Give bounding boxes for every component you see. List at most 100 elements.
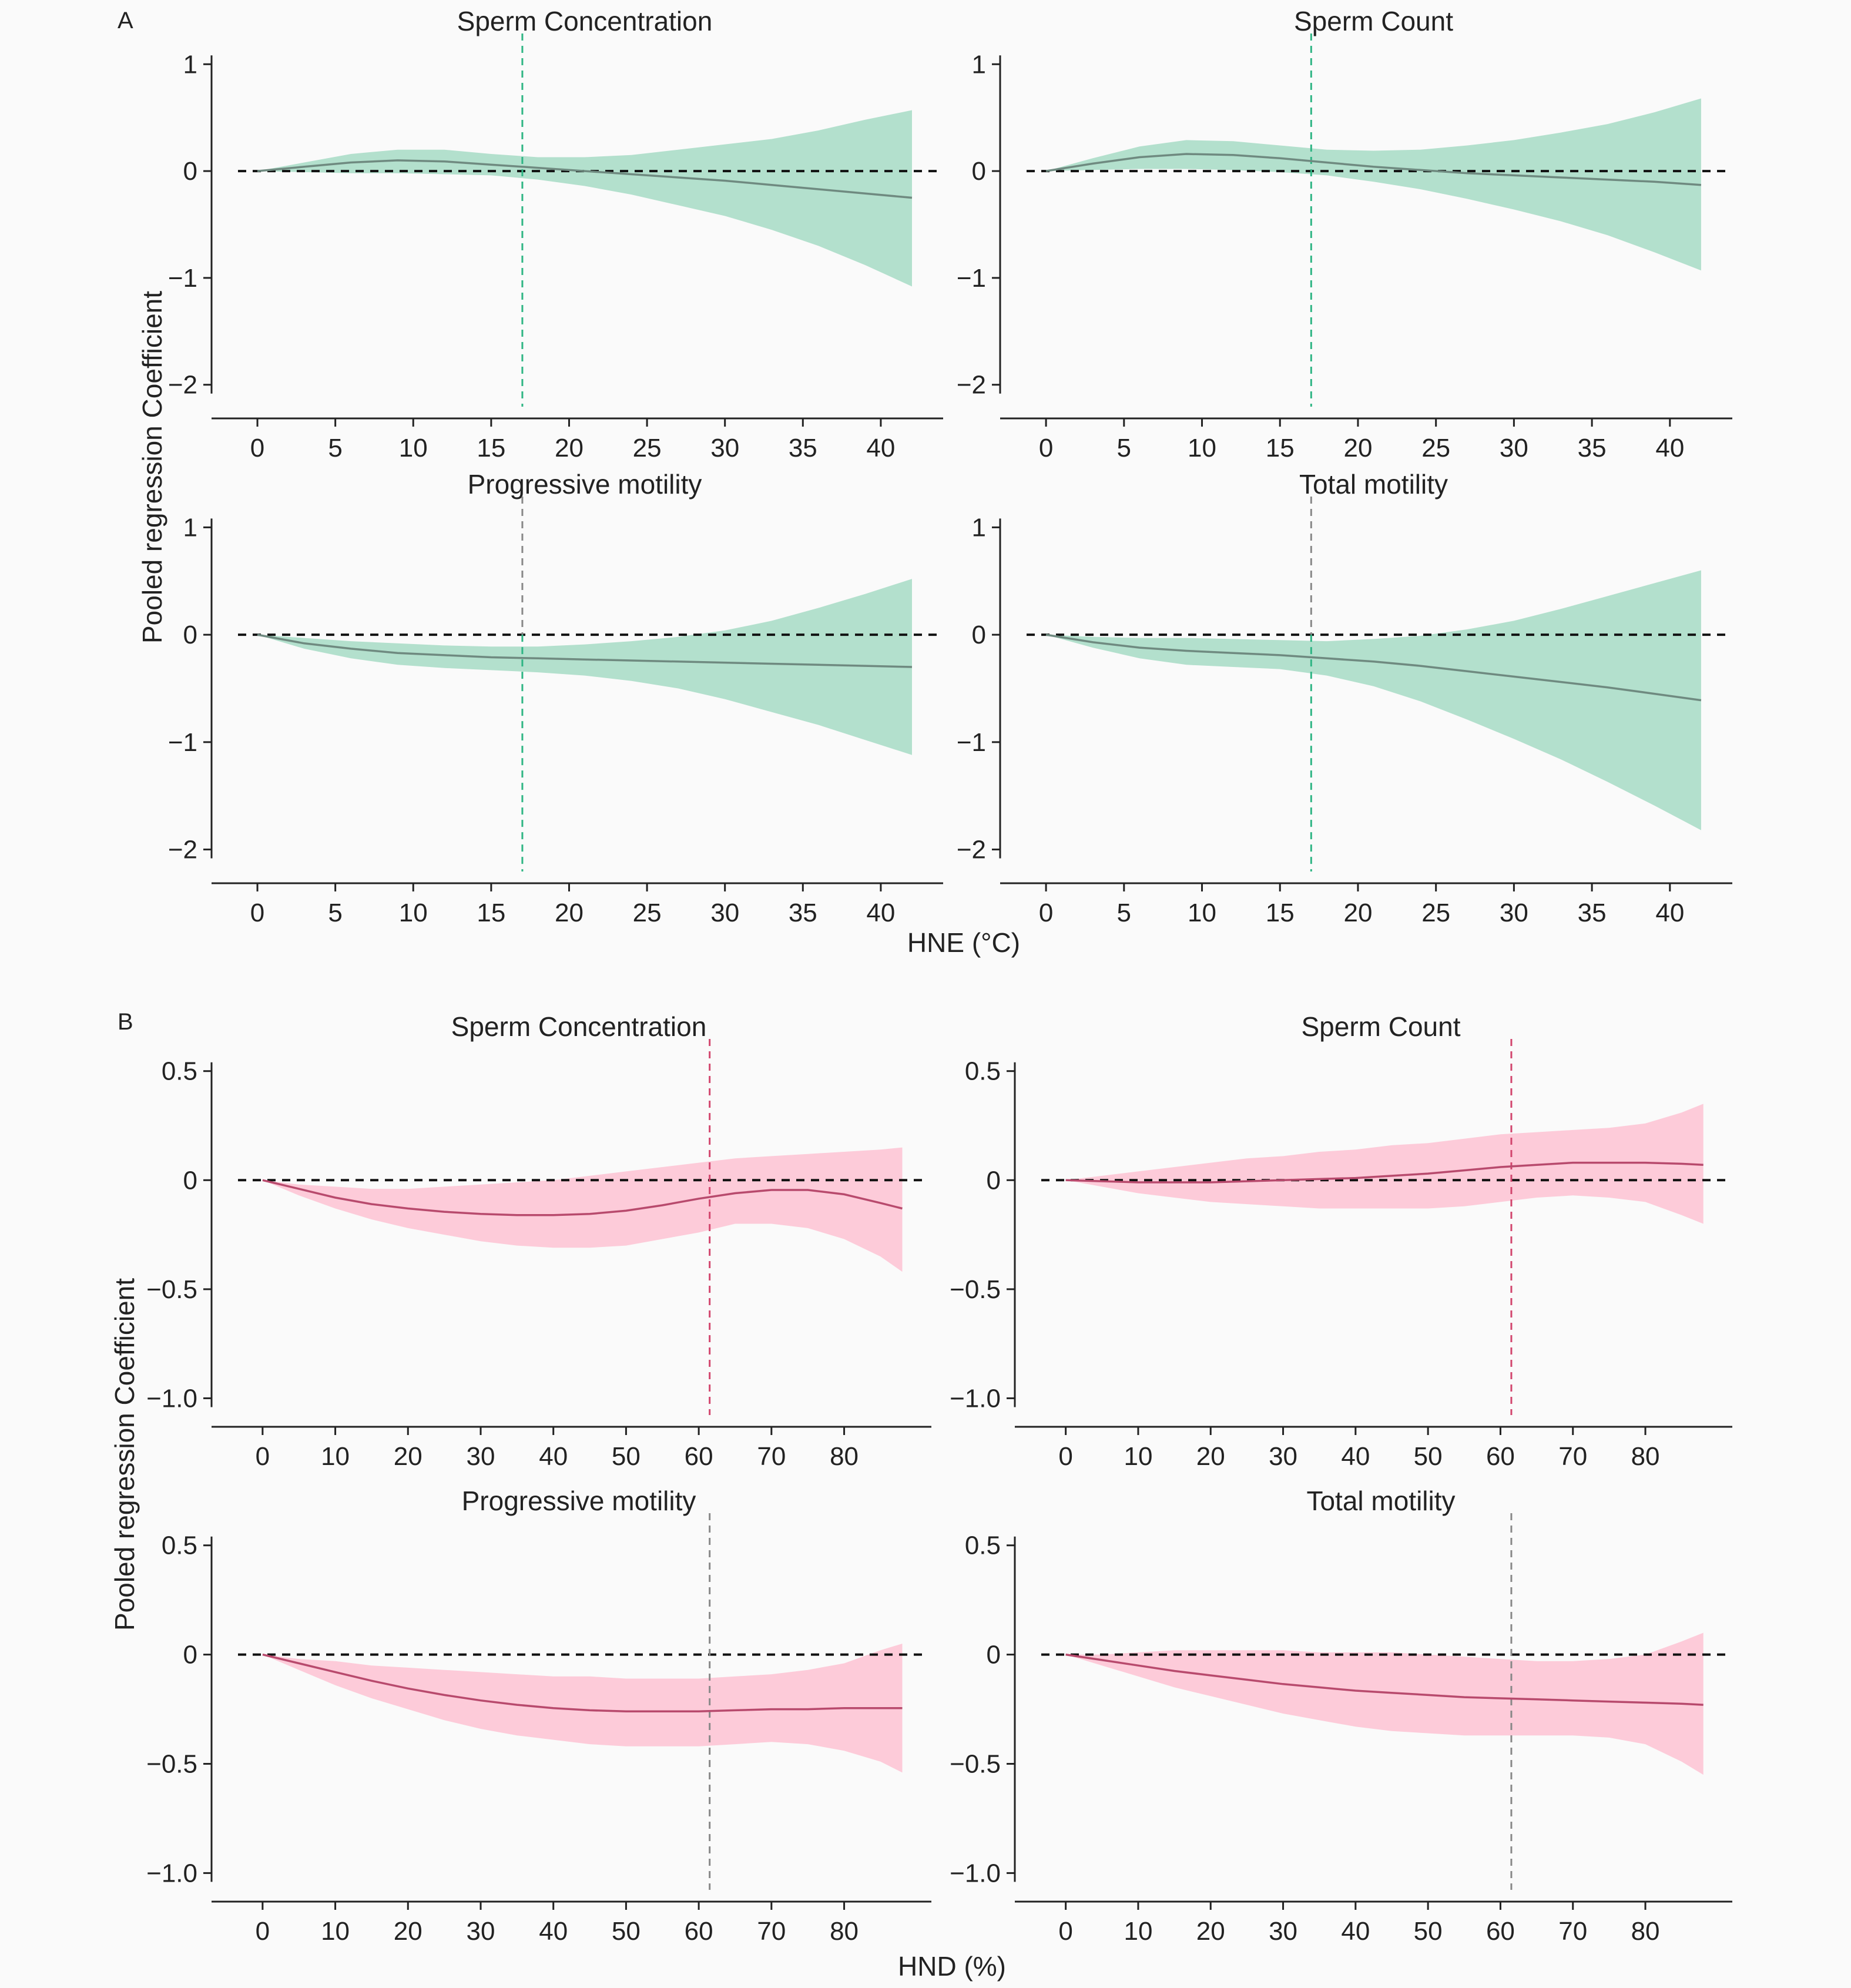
fitted-curve [1065, 1161, 1704, 1184]
subplot-title: Sperm Count [1301, 1011, 1460, 1042]
x-tick-label: 20 [394, 1917, 422, 1946]
subplot-title: Sperm Count [1294, 6, 1453, 36]
y-tick-label: 0 [183, 1641, 197, 1669]
x-tick-label: 30 [710, 434, 739, 462]
x-tick-label: 80 [1631, 1917, 1660, 1946]
y-tick-label: −1.0 [950, 1859, 1001, 1888]
y-tick-label: 1 [972, 50, 986, 79]
y-tick-label: −1 [168, 728, 197, 757]
x-tick-label: 70 [757, 1917, 786, 1946]
x-tick-label: 10 [321, 1442, 350, 1471]
y-tick-label: 1 [183, 50, 197, 79]
x-tick-label: 15 [1266, 899, 1295, 927]
y-tick-label: 0.5 [162, 1531, 197, 1560]
confidence-band [262, 1147, 903, 1272]
fitted-curve [257, 633, 913, 668]
fitted-curve [257, 159, 913, 199]
x-tick-label: 40 [866, 899, 895, 927]
y-tick-label: −2 [168, 836, 197, 864]
x-tick-label: 80 [1631, 1442, 1660, 1471]
x-tick-label: 35 [1578, 899, 1607, 927]
x-tick-label: 20 [555, 434, 584, 462]
x-tick-label: 30 [1500, 899, 1528, 927]
y-tick-label: −2 [168, 371, 197, 400]
x-tick-label: 40 [539, 1442, 568, 1471]
panel-a-label: A [118, 8, 133, 33]
subplot-title: Sperm Concentration [457, 6, 713, 36]
y-tick-label: 0 [183, 157, 197, 186]
x-tick-label: 25 [633, 899, 662, 927]
y-tick-label: −2 [957, 371, 986, 400]
x-tick-label: 10 [1188, 899, 1216, 927]
x-tick-label: 70 [1558, 1442, 1587, 1471]
subplot-title: Total motility [1299, 469, 1448, 499]
x-tick-label: 70 [1558, 1917, 1587, 1946]
x-tick-label: 5 [328, 434, 342, 462]
y-tick-label: 0 [987, 1641, 1001, 1669]
panel-b-progressive-motility: Progressive motility 0.5 0 −0.5 −1.0 0 10 20 30 4… [146, 1486, 931, 1946]
y-tick-label: 0.5 [965, 1531, 1001, 1560]
x-tick-label: 10 [1188, 434, 1216, 462]
x-tick-label: 50 [612, 1917, 641, 1946]
x-tick-label: 60 [1486, 1442, 1515, 1471]
y-tick-label: −0.5 [146, 1750, 197, 1779]
fitted-curve [262, 1179, 903, 1216]
x-tick-label: 40 [1655, 899, 1684, 927]
x-tick-label: 0 [1039, 899, 1053, 927]
x-tick-label: 30 [1269, 1917, 1297, 1946]
x-tick-label: 35 [1578, 434, 1607, 462]
x-tick-label: 0 [256, 1442, 270, 1471]
x-tick-label: 20 [1343, 899, 1372, 927]
x-tick-label: 35 [789, 899, 817, 927]
subplot-title: Progressive motility [468, 469, 702, 499]
x-tick-label: 20 [1196, 1917, 1225, 1946]
x-tick-label: 0 [250, 434, 264, 462]
x-tick-label: 15 [477, 899, 505, 927]
confidence-band [262, 1644, 903, 1773]
fitted-curve [262, 1653, 903, 1713]
x-tick-label: 60 [685, 1442, 713, 1471]
x-tick-label: 30 [710, 899, 739, 927]
y-tick-label: −0.5 [950, 1275, 1001, 1304]
panel-b-sperm-concentration: Sperm Concentration 0.5 0 −0.5 −1.0 0 10 20 30 40… [146, 1011, 931, 1471]
x-tick-label: 80 [830, 1442, 859, 1471]
subplot-title: Progressive motility [462, 1486, 696, 1516]
y-tick-label: −1 [957, 264, 986, 293]
x-tick-label: 5 [1117, 899, 1131, 927]
confidence-band [257, 579, 912, 755]
x-tick-label: 10 [399, 899, 428, 927]
confidence-band [257, 110, 912, 287]
x-tick-label: 30 [467, 1442, 495, 1471]
panel-b-xlabel: HND (%) [898, 1951, 1006, 1982]
y-tick-label: 0.5 [162, 1057, 197, 1086]
x-tick-label: 40 [866, 434, 895, 462]
x-tick-label: 15 [477, 434, 505, 462]
x-tick-label: 20 [1343, 434, 1372, 462]
y-tick-label: −1.0 [950, 1384, 1001, 1413]
x-tick-label: 40 [1341, 1917, 1370, 1946]
fitted-curve [1045, 633, 1702, 702]
x-tick-label: 40 [539, 1917, 568, 1946]
panel-a-xlabel: HNE (°C) [907, 927, 1020, 958]
x-tick-label: 50 [1414, 1917, 1443, 1946]
x-tick-label: 80 [830, 1917, 859, 1946]
x-tick-label: 50 [1414, 1442, 1443, 1471]
x-tick-label: 25 [633, 434, 662, 462]
x-tick-label: 10 [399, 434, 428, 462]
x-tick-label: 0 [256, 1917, 270, 1946]
x-tick-label: 25 [1421, 899, 1450, 927]
fitted-curve [1065, 1653, 1704, 1706]
subplot-title: Sperm Concentration [451, 1011, 707, 1042]
x-tick-label: 20 [555, 899, 584, 927]
x-tick-label: 40 [1341, 1442, 1370, 1471]
y-tick-label: 1 [972, 513, 986, 542]
x-tick-label: 0 [1039, 434, 1053, 462]
x-tick-label: 10 [1124, 1442, 1152, 1471]
y-tick-label: −2 [957, 836, 986, 864]
x-tick-label: 50 [612, 1442, 641, 1471]
